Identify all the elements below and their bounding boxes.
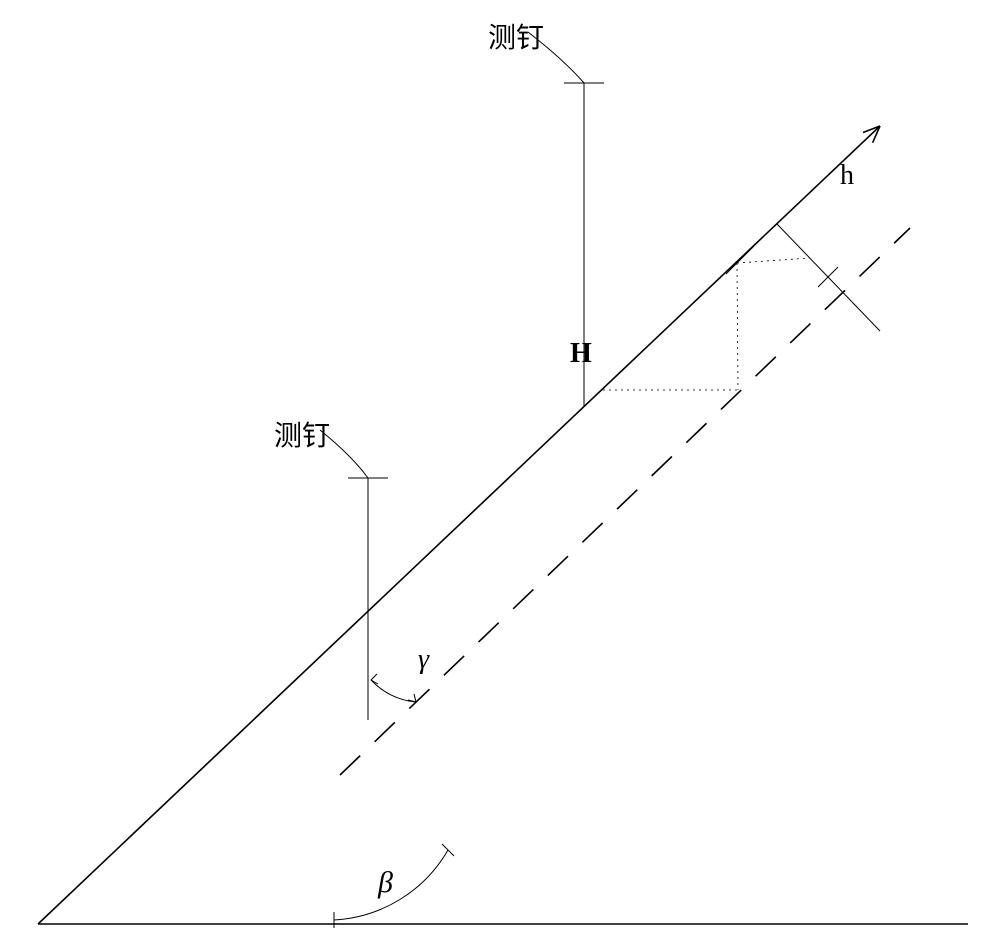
label-mid-nail: 测钉 [274, 414, 330, 454]
geometry-diagram [0, 0, 1000, 946]
label-gamma: γ [418, 644, 429, 676]
label-top-nail: 测钉 [488, 16, 544, 56]
label-h: h [840, 160, 854, 192]
label-H: H [570, 338, 592, 370]
label-beta: β [378, 866, 393, 900]
